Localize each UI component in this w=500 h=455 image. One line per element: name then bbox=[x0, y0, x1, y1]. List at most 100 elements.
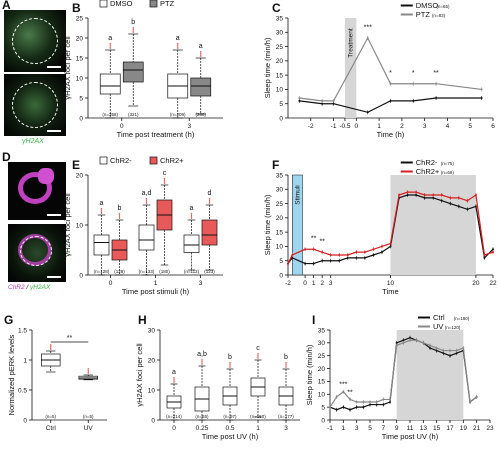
significance-letter: b bbox=[118, 205, 122, 212]
data-point bbox=[492, 248, 494, 251]
shaded-region bbox=[344, 18, 357, 118]
x-tick-label: 7 bbox=[382, 425, 386, 432]
outlier-point bbox=[208, 198, 211, 200]
data-point bbox=[355, 401, 358, 403]
x-tick-label: 0 bbox=[109, 280, 113, 287]
outlier-point bbox=[229, 366, 231, 368]
y-tick-label: 5 bbox=[321, 404, 325, 411]
x-tick-label: 0.25 bbox=[196, 425, 209, 432]
data-point bbox=[389, 398, 391, 401]
outlier-point bbox=[190, 217, 193, 219]
y-tick-label: 30 bbox=[318, 340, 326, 347]
data-point bbox=[380, 245, 383, 248]
micrograph-a-top bbox=[4, 10, 66, 72]
significance-stars: ** bbox=[433, 70, 439, 77]
x-tick-label: 2 bbox=[320, 280, 324, 287]
data-point bbox=[349, 398, 351, 401]
y-tick-label: 20 bbox=[76, 172, 84, 179]
x-tick-label: 3 bbox=[284, 425, 288, 432]
sample-size: (n=214) bbox=[166, 414, 182, 419]
outlier-point bbox=[87, 372, 89, 374]
significance-letter: a bbox=[100, 200, 104, 207]
x-tick-label: 0 bbox=[120, 123, 124, 130]
outlier-point bbox=[190, 213, 193, 215]
data-point bbox=[355, 256, 358, 259]
outlier-point bbox=[87, 368, 89, 370]
panel-h-label: H bbox=[138, 313, 147, 327]
x-tick-label: 3 bbox=[329, 280, 333, 287]
outlier-point bbox=[109, 43, 111, 45]
data-point bbox=[321, 102, 324, 105]
data-point bbox=[342, 390, 345, 393]
stimulus-region bbox=[292, 174, 303, 276]
x-tick-label: -0.5 bbox=[339, 123, 351, 130]
data-point bbox=[321, 259, 324, 262]
scale-bar bbox=[47, 66, 61, 68]
outlier-point bbox=[257, 357, 259, 359]
data-point bbox=[312, 248, 315, 251]
data-point bbox=[362, 406, 365, 409]
x-tick-label: 3 bbox=[187, 123, 191, 130]
x-tick-label: Ctrl bbox=[46, 425, 57, 432]
y-axis-label: γH2AX foci per cell bbox=[63, 193, 72, 257]
outlier-point bbox=[177, 45, 179, 47]
scale-bar bbox=[47, 276, 61, 278]
outlier-point bbox=[201, 363, 203, 365]
sample-size: (123) bbox=[204, 269, 215, 274]
outlier-point bbox=[173, 381, 175, 383]
y-tick-label: 35 bbox=[276, 172, 284, 179]
stain-legend: ChR2 / γH2AX bbox=[8, 284, 50, 291]
data-point bbox=[366, 37, 369, 39]
y-axis-label: Sleep time (min/h) bbox=[263, 194, 272, 255]
data-point bbox=[440, 194, 443, 196]
data-point bbox=[449, 202, 452, 205]
legend-sample-size: (n=65) bbox=[436, 4, 450, 9]
outlier-point bbox=[50, 348, 52, 350]
outlier-point bbox=[173, 377, 175, 379]
panel-c-label: C bbox=[272, 1, 281, 15]
outlier-point bbox=[87, 370, 89, 372]
panel-e-label: E bbox=[72, 158, 80, 172]
legend-label: ChR2- bbox=[110, 156, 132, 165]
y-tick-label: 0 bbox=[151, 417, 155, 424]
y-tick-label: 25 bbox=[76, 15, 84, 22]
panel-b-label: B bbox=[72, 1, 81, 15]
y-tick-label: 15 bbox=[276, 72, 284, 79]
y-tick-label: 15 bbox=[276, 229, 284, 236]
sample-size: (n=5) bbox=[83, 414, 94, 419]
data-point bbox=[291, 256, 294, 259]
y-tick-label: 10 bbox=[76, 222, 84, 229]
data-point bbox=[304, 248, 307, 251]
x-tick-label: 1 bbox=[342, 425, 346, 432]
outlier-point bbox=[118, 217, 121, 219]
outlier-point bbox=[257, 353, 259, 355]
x-tick-label: 3 bbox=[355, 425, 359, 432]
box bbox=[122, 61, 144, 83]
legend-label: UV bbox=[433, 322, 443, 331]
outlier-point bbox=[145, 200, 148, 202]
legend-swatch bbox=[99, 0, 108, 8]
panel-a: A γH2AX bbox=[2, 0, 68, 150]
data-point bbox=[389, 99, 392, 102]
shaded-region-label: Treatment bbox=[348, 28, 355, 58]
data-point bbox=[412, 82, 415, 85]
outlier-point bbox=[132, 29, 134, 31]
data-point bbox=[449, 196, 452, 199]
sample-size: (n=128) bbox=[94, 269, 110, 274]
data-point bbox=[395, 341, 398, 344]
outlier-point bbox=[229, 362, 231, 364]
data-point bbox=[389, 401, 391, 403]
outlier-point bbox=[118, 215, 121, 217]
significance-stars: *** bbox=[364, 24, 372, 31]
data-point bbox=[389, 82, 392, 85]
nucleus-outline bbox=[20, 236, 52, 266]
y-tick-label: 15 bbox=[318, 379, 326, 386]
y-axis-label: Sleep time (min/h) bbox=[263, 37, 272, 98]
data-point bbox=[402, 341, 405, 344]
data-point bbox=[432, 194, 435, 196]
shaded-region bbox=[390, 175, 476, 275]
x-axis-label: Time post UV (h) bbox=[382, 432, 439, 441]
stain-label: γH2AX bbox=[22, 138, 44, 145]
sample-size: (n=5) bbox=[45, 414, 56, 419]
data-point bbox=[332, 99, 335, 102]
